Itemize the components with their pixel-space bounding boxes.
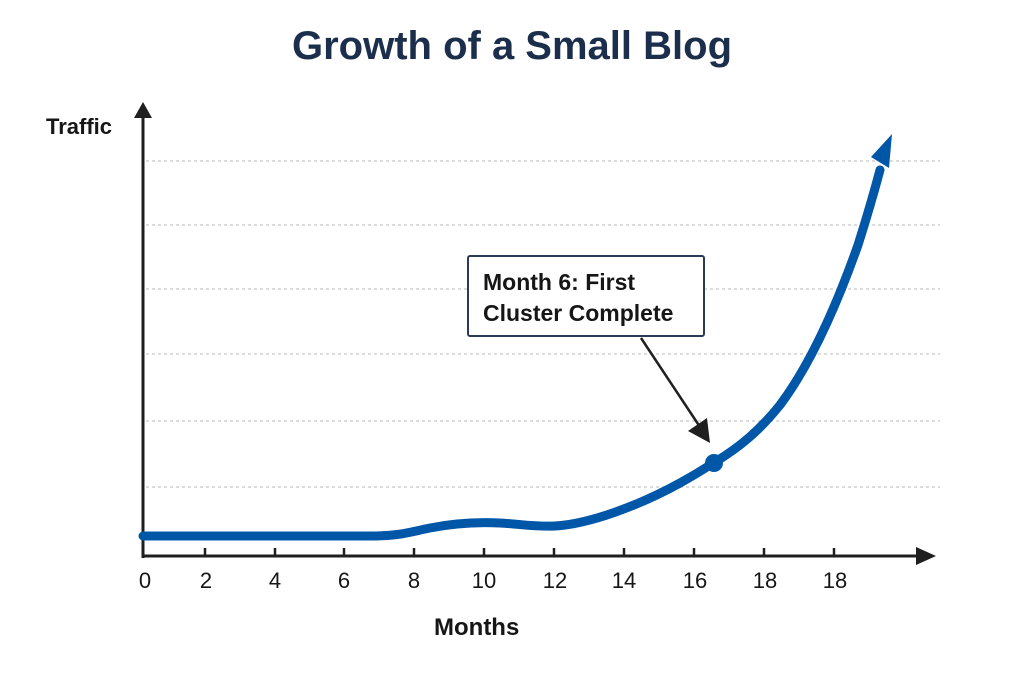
annotation-callout: Month 6: First Cluster Complete [467,255,705,337]
traffic-line [138,165,885,541]
y-axis-arrow-icon [134,102,152,118]
annotation-line-2: Cluster Complete [483,300,674,326]
annotation-arrow [639,337,710,443]
x-tick-label: 6 [337,568,351,593]
milestone-marker [705,454,723,472]
x-axis-arrow-icon [916,547,936,565]
chart-title: Growth of a Small Blog [291,24,733,68]
x-tick-label: 4 [268,568,282,593]
x-tick-label: 2 [199,568,213,593]
y-axis-label: Traffic [46,114,113,139]
annotation-line-1: Month 6: First [483,269,636,295]
x-tick-label: 0 [138,568,152,593]
x-tick-label: 12 [542,568,568,593]
x-axis-label: Months [434,614,520,641]
annotation-arrowhead-icon [688,418,710,443]
x-tick-label: 16 [682,568,708,593]
x-tick-label: 10 [471,568,497,593]
growth-arrowhead-icon [871,134,892,168]
x-tick-label: 18 [752,568,778,593]
x-axis [142,547,936,565]
x-tick-label: 14 [611,568,637,593]
x-tick-label: 8 [407,568,421,593]
y-axis [134,102,152,558]
x-tick-label: 18 [822,568,848,593]
